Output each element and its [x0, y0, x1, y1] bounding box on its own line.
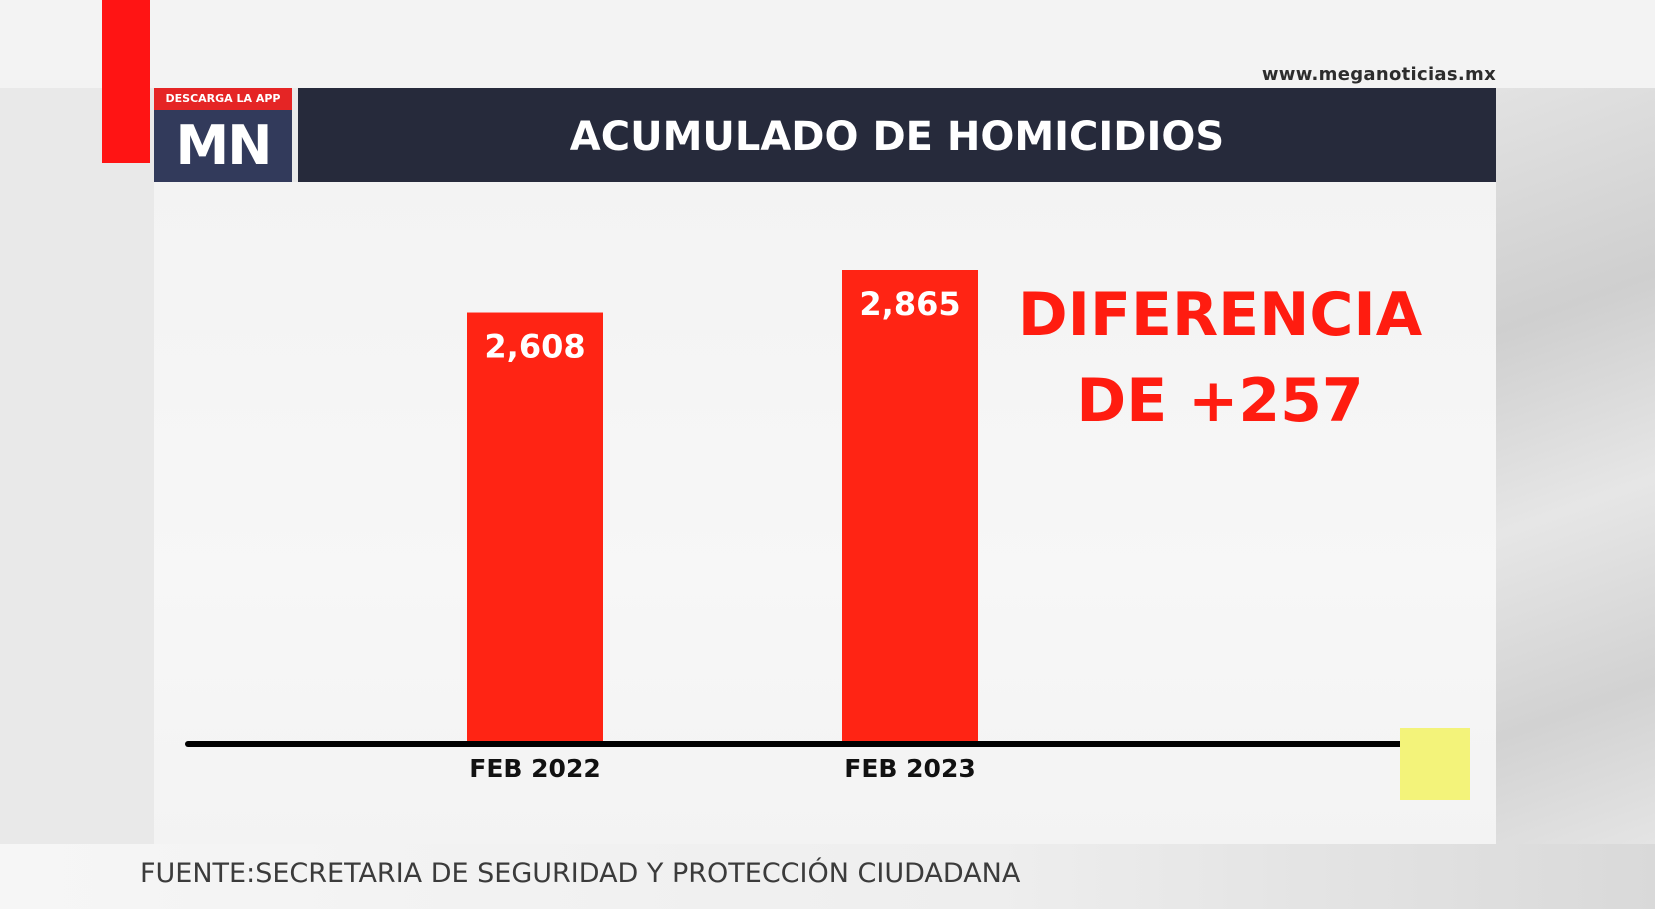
- top-background: [0, 0, 1655, 88]
- bar-value-label: 2,865: [859, 285, 960, 323]
- difference-line-2: DE +257: [1076, 366, 1364, 436]
- website-url[interactable]: www.meganoticias.mx: [1261, 64, 1496, 85]
- download-app-label: DESCARGA LA APP: [154, 88, 292, 110]
- bar-1: [467, 312, 603, 744]
- difference-line-1: DIFERENCIA: [1017, 280, 1423, 350]
- category-label: FEB 2022: [469, 754, 601, 783]
- chart-panel: [154, 182, 1496, 844]
- source-note: FUENTE:SECRETARIA DE SEGURIDAD Y PROTECC…: [140, 858, 1021, 889]
- bar-2: [842, 270, 978, 744]
- logo-mark: MN: [175, 114, 273, 177]
- difference-annotation: DIFERENCIA DE +257: [1010, 272, 1430, 444]
- category-label: FEB 2023: [844, 754, 976, 783]
- footer-bar: [0, 844, 1655, 909]
- title-bar: ACUMULADO DE HOMICIDIOS: [298, 88, 1496, 182]
- chart-title: ACUMULADO DE HOMICIDIOS: [569, 114, 1225, 160]
- right-background: [1496, 88, 1655, 844]
- bar-value-label: 2,608: [484, 328, 585, 366]
- yellow-highlight-box: [1400, 728, 1470, 800]
- mn-logo[interactable]: DESCARGA LA APP MN: [154, 88, 292, 182]
- red-accent-bar: [102, 0, 150, 163]
